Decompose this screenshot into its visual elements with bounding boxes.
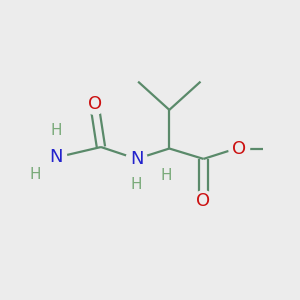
Text: O: O xyxy=(88,95,102,113)
Circle shape xyxy=(46,147,67,168)
Text: N: N xyxy=(130,150,143,168)
Circle shape xyxy=(126,148,147,169)
Circle shape xyxy=(229,138,250,159)
Text: N: N xyxy=(50,148,63,166)
Text: H: H xyxy=(51,123,62,138)
Text: H: H xyxy=(30,167,41,182)
Text: H: H xyxy=(131,177,142,192)
Circle shape xyxy=(193,191,214,212)
Circle shape xyxy=(85,94,105,114)
Text: O: O xyxy=(196,192,211,210)
Text: H: H xyxy=(160,168,172,183)
Text: O: O xyxy=(232,140,246,158)
